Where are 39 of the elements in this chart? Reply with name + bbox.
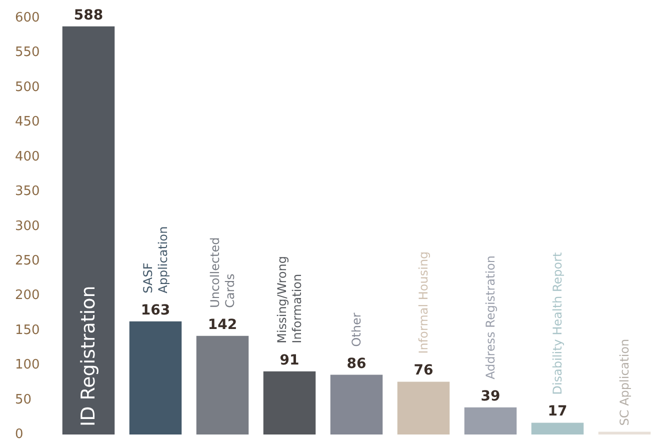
- bar: [464, 407, 517, 434]
- x-tick-label: Address Registration: [484, 255, 498, 380]
- data-label: 39: [480, 388, 500, 404]
- bar: [196, 336, 249, 434]
- y-tick-label: 350: [15, 184, 40, 200]
- y-tick-label: 550: [15, 45, 40, 60]
- x-tick-label: Informal Housing: [416, 251, 430, 354]
- y-tick-label: 150: [15, 322, 40, 338]
- y-tick-label: 400: [15, 149, 40, 164]
- data-label: 76: [414, 362, 434, 379]
- y-tick-label: 600: [15, 10, 40, 26]
- bar: [330, 374, 383, 434]
- data-label: 588: [74, 7, 104, 24]
- y-tick-label: 500: [15, 80, 40, 95]
- data-label: 17: [548, 404, 568, 420]
- x-tick-label: SC Application: [618, 338, 632, 426]
- y-tick-label: 250: [15, 253, 40, 268]
- bar: [129, 321, 182, 434]
- data-label: 142: [208, 316, 238, 333]
- data-label: 163: [140, 302, 170, 318]
- y-tick-label: 50: [15, 392, 32, 408]
- bar: [397, 382, 450, 434]
- x-tick-label: Uncollected Cards: [208, 237, 237, 308]
- bar: [62, 26, 115, 434]
- data-label: 86: [346, 356, 366, 372]
- data-label: 91: [280, 352, 300, 368]
- bar: [263, 371, 316, 434]
- y-tick-label: 450: [15, 114, 40, 130]
- x-tick-label: ID Registration: [78, 286, 100, 426]
- x-tick-label: SASF Application: [141, 226, 170, 294]
- x-tick-label: Missing/Wrong Information: [275, 256, 304, 344]
- y-tick-label: 200: [15, 288, 40, 304]
- bar: [531, 422, 584, 434]
- bar: [598, 432, 651, 434]
- y-tick-label: 0: [15, 427, 24, 441]
- y-tick-label: 300: [15, 218, 40, 234]
- x-tick-label: Other: [350, 312, 364, 347]
- y-tick-label: 100: [15, 358, 40, 373]
- x-tick-label: Disability Health Report: [550, 252, 564, 395]
